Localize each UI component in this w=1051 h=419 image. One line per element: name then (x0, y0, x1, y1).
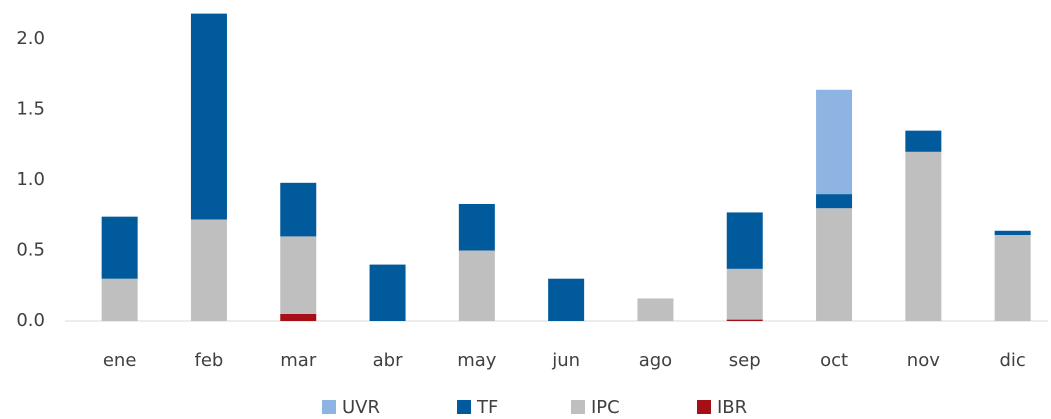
legend-swatch (322, 400, 336, 414)
x-tick-label: sep (729, 350, 761, 371)
legend-label: IPC (591, 397, 620, 418)
y-tick-label: 1.5 (16, 99, 45, 120)
bar-segment (369, 264, 406, 321)
bar-segment (726, 268, 763, 320)
x-tick-label: may (457, 350, 497, 371)
bar-segment (726, 212, 763, 269)
x-tick-label: jun (551, 350, 580, 371)
x-tick-label: abr (373, 350, 403, 371)
bar-segment (994, 230, 1031, 235)
bar-segment (994, 234, 1031, 321)
legend-swatch (457, 400, 471, 414)
bar-segment (190, 219, 227, 321)
bar-segment (101, 216, 138, 279)
x-tick-label: ene (103, 350, 137, 371)
x-tick-label: nov (907, 350, 940, 371)
bar-segment (816, 194, 853, 209)
bar-segment (816, 89, 853, 195)
bar-segment (726, 319, 763, 321)
bar-segment (458, 203, 495, 251)
bar-segment (548, 278, 585, 321)
bar-segment (101, 278, 138, 321)
x-tick-label: feb (195, 350, 224, 371)
bar-segment (637, 298, 674, 321)
bar-segment (458, 250, 495, 321)
legend-label: TF (476, 397, 498, 418)
y-tick-label: 1.0 (16, 169, 45, 190)
y-tick-label: 0.5 (16, 240, 45, 261)
legend-label: UVR (342, 397, 380, 418)
bar-segment (816, 208, 853, 321)
x-tick-label: oct (820, 350, 848, 371)
bar-segment (280, 182, 317, 237)
y-tick-label: 0.0 (16, 310, 45, 331)
x-tick-label: mar (280, 350, 317, 371)
legend-swatch (571, 400, 585, 414)
y-tick-label: 2.0 (16, 28, 45, 49)
x-tick-label: dic (999, 350, 1025, 371)
bar-segment (905, 130, 942, 152)
legend-label: IBR (717, 397, 747, 418)
bar-segment (280, 236, 317, 314)
legend-swatch (697, 400, 711, 414)
bar-segment (190, 13, 227, 220)
bar-segment (905, 151, 942, 321)
bar-segment (280, 313, 317, 321)
x-tick-label: ago (639, 350, 672, 371)
